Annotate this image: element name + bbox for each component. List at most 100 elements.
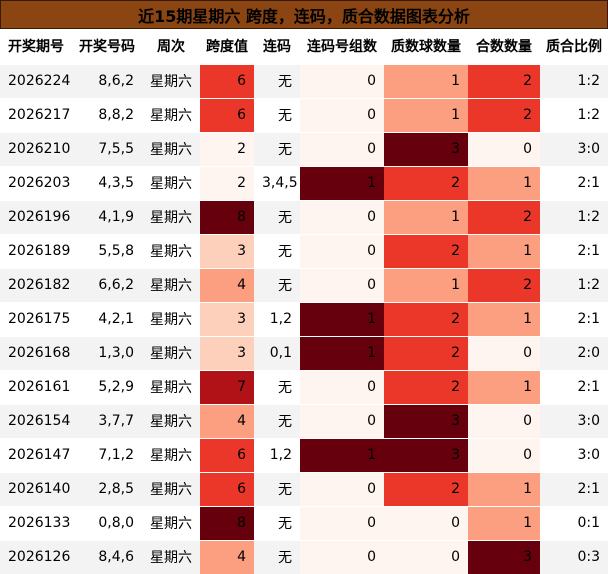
cell-span: 8 [200,505,254,540]
col-header-span: 跨度值 [200,29,254,64]
cell-ratio: 2:1 [540,165,608,200]
cell-span: 8 [200,199,254,234]
table-row: 2026210 7,5,5 星期六 2 无 0 3 0 3:0 [0,131,608,166]
cell-issue: 2026224 [0,63,72,98]
cell-composite-count: 2 [468,199,540,234]
table-row: 2026154 3,7,7 星期六 4 无 0 3 0 3:0 [0,403,608,438]
cell-numbers: 8,4,6 [72,539,142,574]
cell-prime-count: 2 [384,301,468,336]
cell-issue: 2026168 [0,335,72,370]
cell-numbers: 5,2,9 [72,369,142,404]
cell-issue: 2026203 [0,165,72,200]
cell-weekday: 星期六 [142,437,200,472]
cell-weekday: 星期六 [142,505,200,540]
cell-consec: 1,2 [254,437,300,472]
cell-ratio: 2:0 [540,335,608,370]
cell-consec-groups: 1 [300,437,384,472]
cell-prime-count: 2 [384,471,468,506]
table-row: 2026224 8,6,2 星期六 6 无 0 1 2 1:2 [0,63,608,98]
col-header-composite-count: 合数数量 [468,29,540,64]
cell-prime-count: 3 [384,403,468,438]
cell-consec: 无 [254,63,300,98]
cell-issue: 2026126 [0,539,72,574]
cell-prime-count: 1 [384,63,468,98]
col-header-issue: 开奖期号 [0,29,72,64]
cell-prime-count: 2 [384,233,468,268]
cell-composite-count: 0 [468,437,540,472]
cell-span: 2 [200,131,254,166]
cell-issue: 2026175 [0,301,72,336]
cell-issue: 2026217 [0,97,72,132]
cell-ratio: 3:0 [540,437,608,472]
cell-span: 4 [200,403,254,438]
cell-numbers: 8,8,2 [72,97,142,132]
cell-consec: 无 [254,131,300,166]
cell-consec-groups: 1 [300,335,384,370]
table-row: 2026189 5,5,8 星期六 3 无 0 2 1 2:1 [0,233,608,268]
cell-numbers: 8,6,2 [72,63,142,98]
cell-consec-groups: 0 [300,97,384,132]
cell-issue: 2026161 [0,369,72,404]
cell-prime-count: 2 [384,165,468,200]
cell-issue: 2026147 [0,437,72,472]
cell-composite-count: 0 [468,131,540,166]
cell-span: 3 [200,301,254,336]
cell-consec: 无 [254,539,300,574]
cell-consec-groups: 0 [300,471,384,506]
col-header-consec: 连码 [254,29,300,64]
cell-weekday: 星期六 [142,165,200,200]
cell-weekday: 星期六 [142,63,200,98]
cell-span: 4 [200,539,254,574]
cell-issue: 2026189 [0,233,72,268]
cell-numbers: 4,2,1 [72,301,142,336]
table-row: 2026203 4,3,5 星期六 2 3,4,5 1 2 1 2:1 [0,165,608,200]
data-table: 开奖期号 开奖号码 周次 跨度值 连码 连码号组数 质数球数量 合数数量 质合比… [0,29,608,574]
cell-span: 6 [200,437,254,472]
cell-ratio: 1:2 [540,63,608,98]
cell-weekday: 星期六 [142,233,200,268]
cell-composite-count: 2 [468,63,540,98]
cell-consec-groups: 0 [300,63,384,98]
cell-composite-count: 1 [468,471,540,506]
cell-weekday: 星期六 [142,403,200,438]
cell-composite-count: 1 [468,505,540,540]
cell-weekday: 星期六 [142,131,200,166]
cell-ratio: 1:2 [540,97,608,132]
table-row: 2026217 8,8,2 星期六 6 无 0 1 2 1:2 [0,97,608,132]
cell-composite-count: 2 [468,267,540,302]
cell-composite-count: 3 [468,539,540,574]
cell-consec: 1,2 [254,301,300,336]
col-header-ratio: 质合比例 [540,29,608,64]
cell-ratio: 2:1 [540,471,608,506]
table-row: 2026175 4,2,1 星期六 3 1,2 1 2 1 2:1 [0,301,608,336]
cell-span: 3 [200,233,254,268]
cell-composite-count: 0 [468,403,540,438]
col-header-prime-count: 质数球数量 [384,29,468,64]
cell-consec: 3,4,5 [254,165,300,200]
cell-ratio: 3:0 [540,403,608,438]
cell-prime-count: 2 [384,369,468,404]
cell-ratio: 1:2 [540,267,608,302]
cell-span: 6 [200,63,254,98]
cell-consec-groups: 1 [300,301,384,336]
col-header-consec-groups: 连码号组数 [300,29,384,64]
cell-consec-groups: 1 [300,165,384,200]
cell-span: 6 [200,471,254,506]
cell-prime-count: 0 [384,539,468,574]
cell-numbers: 2,8,5 [72,471,142,506]
cell-composite-count: 1 [468,165,540,200]
cell-span: 3 [200,335,254,370]
cell-composite-count: 1 [468,233,540,268]
table-row: 2026196 4,1,9 星期六 8 无 0 1 2 1:2 [0,199,608,234]
cell-consec-groups: 0 [300,505,384,540]
cell-weekday: 星期六 [142,199,200,234]
cell-weekday: 星期六 [142,369,200,404]
table-row: 2026133 0,8,0 星期六 8 无 0 0 1 0:1 [0,505,608,540]
cell-numbers: 1,3,0 [72,335,142,370]
table-row: 2026182 6,6,2 星期六 4 无 0 1 2 1:2 [0,267,608,302]
cell-prime-count: 0 [384,505,468,540]
cell-consec-groups: 0 [300,131,384,166]
cell-consec: 无 [254,199,300,234]
cell-numbers: 4,1,9 [72,199,142,234]
cell-consec: 无 [254,403,300,438]
